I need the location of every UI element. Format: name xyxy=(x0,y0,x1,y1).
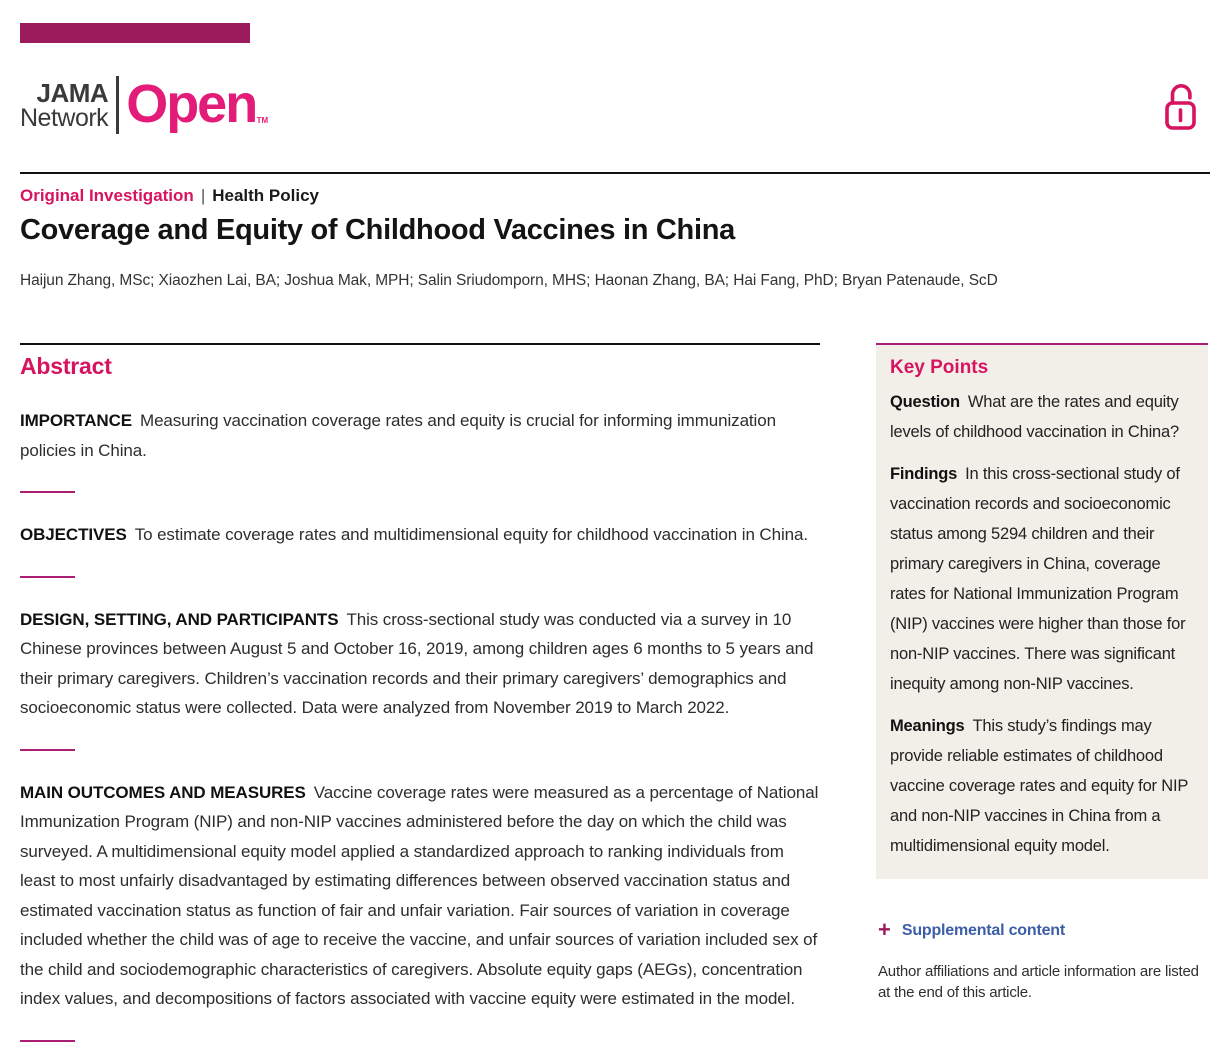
article-category: Original Investigation xyxy=(20,186,194,205)
section-divider xyxy=(20,748,75,751)
header-rule xyxy=(20,172,1210,174)
logo-row: JAMA Network Open TM xyxy=(20,76,1208,136)
abstract-section-label: DESIGN, SETTING, AND PARTICIPANTS xyxy=(20,609,339,629)
logo-vertical-divider xyxy=(116,76,120,134)
key-point-text: What are the rates and equity levels of … xyxy=(890,393,1179,441)
key-point-label: Question xyxy=(890,393,960,411)
key-points-heading: Key Points xyxy=(890,357,989,378)
abstract-section-objectives: OBJECTIVES To estimate coverage rates and… xyxy=(20,520,820,550)
key-point-findings: Findings In this cross-sectional study of… xyxy=(890,459,1194,699)
open-lock-icon xyxy=(1165,84,1196,130)
plus-icon: + xyxy=(878,917,891,942)
supplemental-content-row: + Supplemental content xyxy=(876,917,1208,942)
jama-network-open-logo: JAMA Network Open TM xyxy=(20,74,269,135)
abstract-section-text: This cross-sectional study was conducted… xyxy=(20,609,814,718)
abstract-section-text: To estimate coverage rates and multidime… xyxy=(134,525,808,544)
abstract-top-rule xyxy=(20,343,820,345)
key-point-meanings: Meanings This study’s findings may provid… xyxy=(890,711,1194,861)
abstract-section-outcomes: MAIN OUTCOMES AND MEASURES Vaccine covera… xyxy=(20,778,820,1014)
key-point-text: In this cross-sectional study of vaccina… xyxy=(890,465,1186,693)
key-points-top-rule xyxy=(876,343,1208,345)
logo-network-text: Network xyxy=(20,103,109,132)
logo-jama-text: JAMA xyxy=(36,77,109,108)
jama-network-wordmark: JAMA Network xyxy=(20,80,116,131)
abstract-section-text: Vaccine coverage rates were measured as … xyxy=(20,782,819,1009)
key-point-label: Findings xyxy=(890,465,958,483)
article-body: Abstract IMPORTANCE Measuring vaccination… xyxy=(20,343,1208,1052)
author-byline: Haijun Zhang, MSc; Xiaozhen Lai, BA; Jos… xyxy=(20,272,998,289)
logo-open-text: Open TM xyxy=(126,74,269,135)
sidebar-column: Key Points Question What are the rates an… xyxy=(876,343,1208,1052)
abstract-section-label: OBJECTIVES xyxy=(20,525,127,544)
article-topic: Health Policy xyxy=(212,186,319,205)
affiliations-note: Author affiliations and article informat… xyxy=(878,963,1199,1001)
abstract-section-label: MAIN OUTCOMES AND MEASURES xyxy=(20,782,306,802)
open-access-indicator xyxy=(1165,76,1208,136)
abstract-column: Abstract IMPORTANCE Measuring vaccination… xyxy=(20,343,820,1052)
section-divider xyxy=(20,1039,75,1042)
abstract-heading: Abstract xyxy=(20,353,112,379)
eyebrow-separator: | xyxy=(200,186,206,205)
section-divider xyxy=(20,491,75,493)
supplemental-content-link[interactable]: Supplemental content xyxy=(901,922,1065,939)
key-point-label: Meanings xyxy=(890,717,965,735)
brand-topbar xyxy=(20,23,250,43)
abstract-section-text: Measuring vaccination coverage rates and… xyxy=(20,411,776,460)
article-eyebrow: Original Investigation | Health Policy xyxy=(20,186,319,206)
abstract-section-design: DESIGN, SETTING, AND PARTICIPANTS This cr… xyxy=(20,605,820,723)
article-title: Coverage and Equity of Childhood Vaccine… xyxy=(20,214,735,246)
section-divider xyxy=(20,575,75,578)
key-point-text: This study’s findings may provide reliab… xyxy=(890,717,1188,855)
abstract-section-importance: IMPORTANCE Measuring vaccination coverage… xyxy=(20,406,820,465)
abstract-section-label: IMPORTANCE xyxy=(20,411,133,430)
key-point-question: Question What are the rates and equity le… xyxy=(890,387,1194,447)
key-points-box: Key Points Question What are the rates an… xyxy=(876,345,1208,879)
trademark-symbol: TM xyxy=(256,116,269,126)
